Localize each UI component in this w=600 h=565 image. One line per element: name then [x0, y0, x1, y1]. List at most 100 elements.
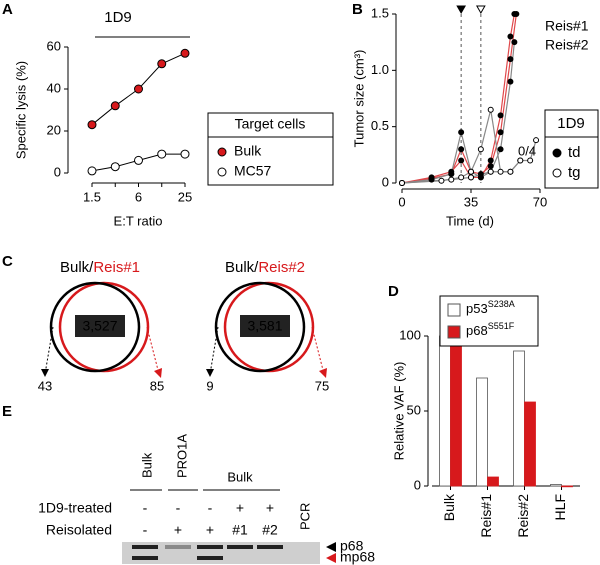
point [428, 176, 435, 183]
gel-band [132, 556, 158, 560]
arrow-head [154, 368, 162, 378]
y-tick-label: 0.5 [371, 118, 389, 133]
x-tick-label: Bulk [441, 493, 457, 521]
point [487, 163, 494, 170]
venn-circle-left [49, 281, 141, 373]
gel-band [197, 556, 223, 560]
legend-label: Bulk [234, 143, 262, 159]
panel-label: C [2, 253, 13, 270]
point [527, 157, 534, 164]
point [507, 168, 514, 175]
panel-label: B [352, 1, 363, 18]
arrow [146, 326, 160, 375]
x-tick-label: 70 [533, 194, 547, 209]
venn-right-only: 75 [315, 378, 329, 393]
treatment-marker [475, 5, 486, 15]
venn-left-only: 9 [206, 378, 213, 393]
venn-right-label: Reis#2 [258, 259, 305, 276]
point [533, 137, 540, 144]
y-axis-label: Relative VAF (%) [391, 362, 406, 461]
legend-superscript: S551F [488, 321, 515, 331]
band-label: p68 [340, 538, 364, 554]
point [134, 155, 143, 165]
point [507, 56, 514, 63]
point [448, 170, 455, 177]
point [468, 174, 474, 181]
point [477, 146, 484, 153]
panel-label: D [388, 283, 399, 300]
row-label: Reisolated [46, 522, 112, 538]
y-tick-label: 50 [407, 402, 421, 417]
control-lane-label: PCR [297, 503, 312, 530]
point [497, 168, 504, 175]
legend-label: td [568, 144, 581, 161]
arrow-head [206, 369, 214, 377]
point [110, 101, 120, 111]
point [134, 84, 143, 94]
band-marker [326, 553, 336, 563]
x-tick-label: 25 [178, 189, 192, 204]
point [507, 78, 514, 85]
venn-right-only: 85 [150, 378, 164, 393]
point [399, 180, 405, 186]
legend-superscript: S238A [488, 299, 515, 309]
group-label: Bulk [227, 469, 253, 484]
x-axis-label: E:T ratio [114, 213, 163, 228]
y-tick-label: 0 [414, 477, 421, 492]
treatment-marker [456, 5, 467, 15]
series-label: Reis#1 [545, 18, 589, 34]
point [87, 166, 97, 176]
arrow [311, 326, 325, 375]
plot-clip-group [401, 13, 537, 184]
y-tick-label: 20 [47, 122, 61, 137]
bar [561, 485, 573, 488]
venn-shared-label: 3,581 [247, 318, 282, 334]
x-axis-label: Time (d) [446, 213, 494, 228]
series-line [401, 13, 515, 184]
group-label: Bulk [139, 452, 154, 478]
point [110, 162, 120, 172]
point [552, 168, 562, 178]
legend-name: p68 [466, 323, 488, 338]
series-line [401, 42, 515, 184]
panel-label: A [2, 1, 13, 18]
legend-swatch [447, 325, 461, 339]
point [458, 146, 465, 153]
legend-title: 1D9 [557, 115, 585, 132]
bar [476, 377, 488, 487]
venn-title: Bulk/Reis#2 [225, 259, 305, 276]
point [497, 146, 504, 153]
band-label: mp68 [340, 549, 375, 565]
legend-name: p53 [466, 301, 488, 316]
legend-box [207, 112, 334, 186]
row-cell: - [176, 500, 181, 516]
y-tick-label: 1.5 [371, 5, 389, 20]
bar [487, 476, 499, 487]
point [217, 167, 227, 177]
row-cell: #1 [232, 522, 248, 538]
venn-left-label: Bulk/ [225, 259, 259, 276]
point [507, 33, 514, 40]
x-tick-label: 6 [135, 189, 142, 204]
bar [550, 484, 562, 487]
point [180, 149, 190, 159]
y-tick-label: 40 [47, 80, 61, 95]
row-label: 1D9-treated [38, 500, 112, 516]
row-cell: - [143, 522, 148, 538]
row-cell: + [236, 500, 244, 516]
x-tick-label: 0 [398, 194, 405, 209]
point [497, 112, 504, 119]
point [487, 157, 494, 164]
series-label: Reis#2 [545, 37, 589, 53]
point [458, 174, 465, 181]
venn-shared-label: 3,527 [82, 318, 117, 334]
point [511, 39, 518, 46]
venn-shared-box [240, 315, 290, 337]
bar [450, 335, 462, 487]
bar [513, 350, 525, 487]
gel-band [227, 545, 253, 549]
venn-circle-left [214, 281, 306, 373]
point [468, 168, 474, 175]
gel-band [165, 545, 191, 549]
